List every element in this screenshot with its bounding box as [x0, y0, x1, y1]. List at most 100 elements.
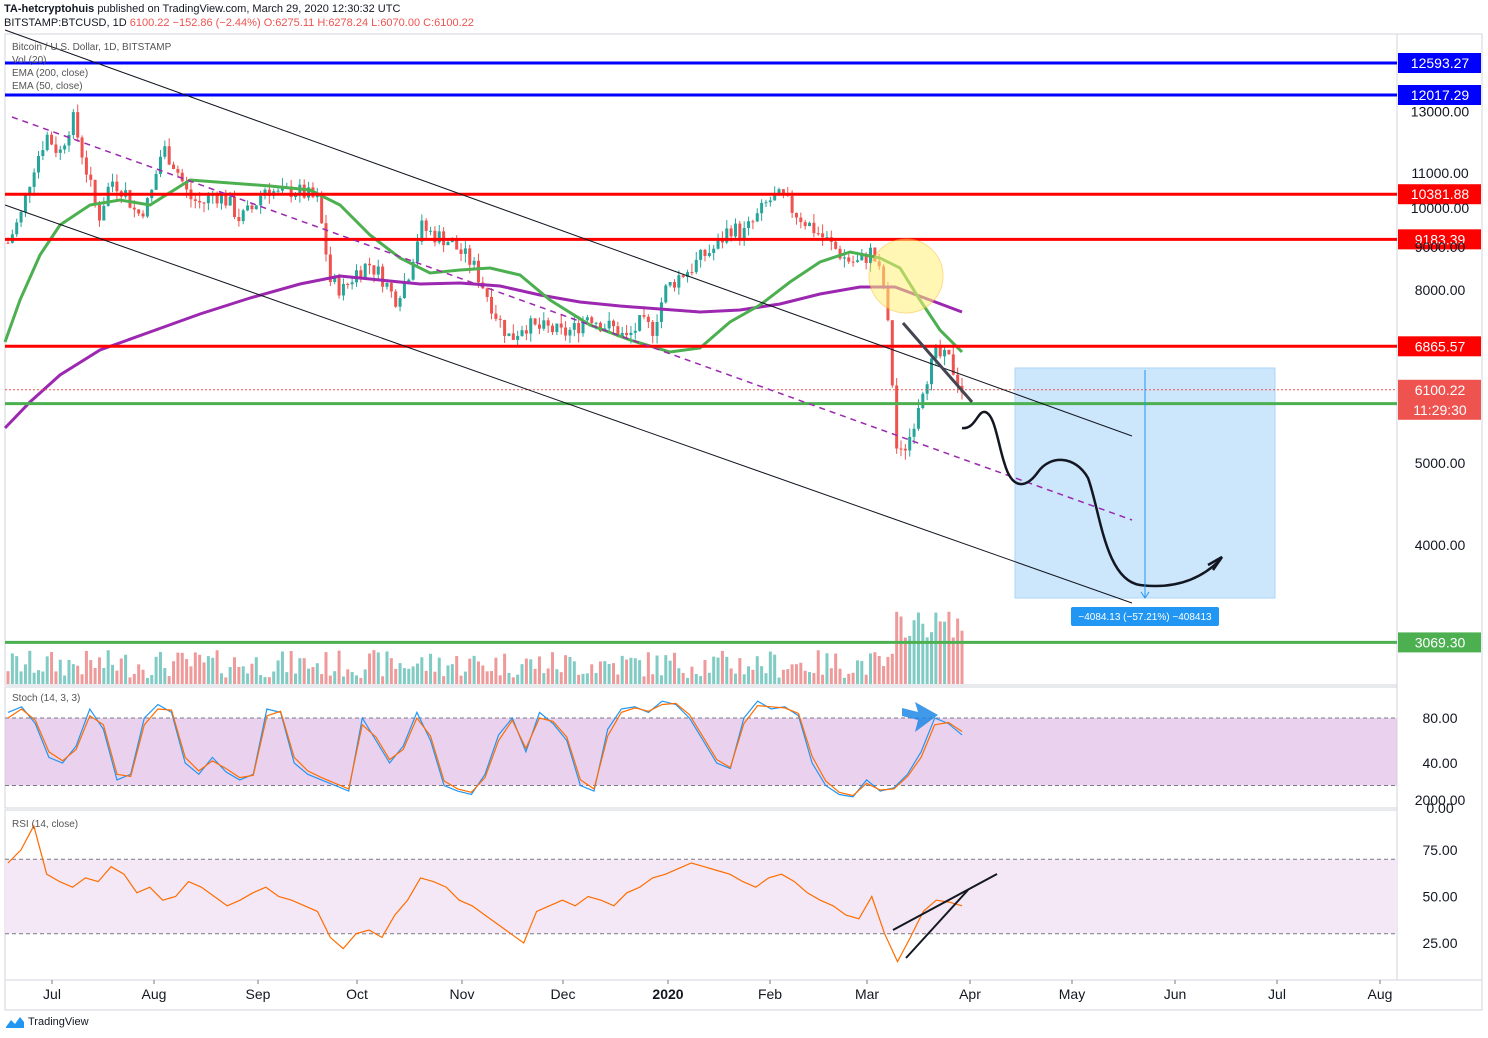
volume-bar [368, 653, 372, 684]
candle [54, 144, 58, 153]
volume-bar [237, 666, 241, 684]
rsi-legend: RSI (14, close) [12, 819, 78, 830]
candle [254, 205, 258, 210]
candle [198, 200, 202, 203]
volume-bar [132, 673, 136, 684]
volume-bar [738, 658, 742, 684]
candle [455, 240, 459, 250]
candle [760, 202, 764, 214]
x-tick-label: Nov [450, 986, 475, 1002]
volume-bar [320, 674, 324, 684]
volume-bar [215, 650, 219, 684]
footer-brand[interactable]: TradingView [6, 1016, 89, 1028]
volume-bar [577, 674, 581, 684]
candle [890, 320, 894, 386]
candle [289, 186, 293, 198]
candle [916, 408, 920, 429]
level-label: 6865.57 [1415, 338, 1466, 354]
volume-bar [520, 664, 524, 684]
candle [664, 285, 668, 303]
candle [233, 196, 237, 218]
x-tick-label: Sep [246, 986, 271, 1002]
x-tick-label: Aug [1368, 986, 1393, 1002]
volume-bar [777, 677, 781, 684]
volume-bar [106, 650, 110, 684]
rsi-line [7, 824, 963, 963]
rsi-trendline-lower [905, 889, 969, 959]
volume-bar [594, 673, 598, 684]
volume-bar [455, 655, 459, 684]
candle [93, 179, 97, 205]
volume-bar [943, 621, 947, 684]
y-tick-label: 11000.00 [1411, 165, 1469, 181]
volume-bar [925, 637, 929, 684]
candle [363, 263, 367, 279]
candle [315, 194, 319, 198]
last-price-bg [1398, 379, 1481, 420]
volume-bar [733, 673, 737, 684]
y-tick-label: 2000.00 [1415, 792, 1466, 808]
candle [424, 220, 428, 231]
candle [686, 272, 690, 278]
high-value: H:6278.24 [317, 17, 369, 29]
candle [97, 204, 101, 221]
candle [568, 329, 572, 336]
volume-bar [158, 651, 162, 684]
volume-bar [372, 650, 376, 684]
volume-bar [842, 677, 846, 684]
volume-bar [590, 664, 594, 684]
price-change: −152.86 (−2.44%) [172, 17, 261, 29]
candle [860, 254, 864, 261]
x-tick-label: Mar [855, 986, 879, 1002]
volume-bar [903, 637, 907, 684]
countdown-label: 11:29:30 [1413, 402, 1467, 418]
volume-bar [729, 668, 733, 684]
candle [546, 320, 550, 326]
y-tick-label: 10000.00 [1411, 200, 1470, 216]
volume-bar [603, 661, 607, 684]
volume-bar [71, 664, 75, 684]
candle [437, 231, 441, 243]
volume-bar [803, 670, 807, 684]
candle [320, 194, 324, 224]
candle [903, 448, 907, 451]
candle [625, 332, 629, 336]
candle [598, 322, 602, 332]
publish-info: published on TradingView.com, March 29, … [97, 3, 401, 15]
volume-bar [6, 671, 10, 684]
volume-bar [930, 632, 934, 684]
volume-bar [725, 656, 729, 684]
author-name[interactable]: TA-hetcryptohuis [4, 3, 95, 15]
volume-bar [411, 666, 415, 684]
symbol: BITSTAMP:BTCUSD, 1D [4, 17, 127, 29]
candle [472, 260, 476, 265]
candle [507, 333, 511, 337]
volume-bar [58, 659, 62, 684]
candle [943, 349, 947, 357]
volume-bar [359, 677, 363, 684]
volume-bar [485, 671, 489, 684]
projection-arrowhead [1207, 555, 1224, 571]
volume-bar [559, 672, 563, 684]
volume-bar [551, 652, 555, 684]
publish-header: TA-hetcryptohuis published on TradingVie… [0, 0, 1488, 34]
volume-bar [433, 671, 437, 684]
candle [58, 149, 62, 153]
volume-bar [847, 673, 851, 684]
candle [855, 260, 859, 262]
candle [490, 296, 494, 314]
candle [32, 172, 36, 187]
volume-bar [407, 668, 411, 684]
volume-bar [23, 664, 27, 684]
candle [834, 241, 838, 249]
candle [468, 248, 472, 265]
candle [725, 228, 729, 243]
candle [542, 320, 546, 329]
candle [19, 211, 23, 223]
volume-bar [163, 667, 167, 684]
candle [407, 279, 411, 282]
volume-bar [346, 669, 350, 684]
candle [503, 319, 507, 337]
candle [302, 184, 306, 198]
